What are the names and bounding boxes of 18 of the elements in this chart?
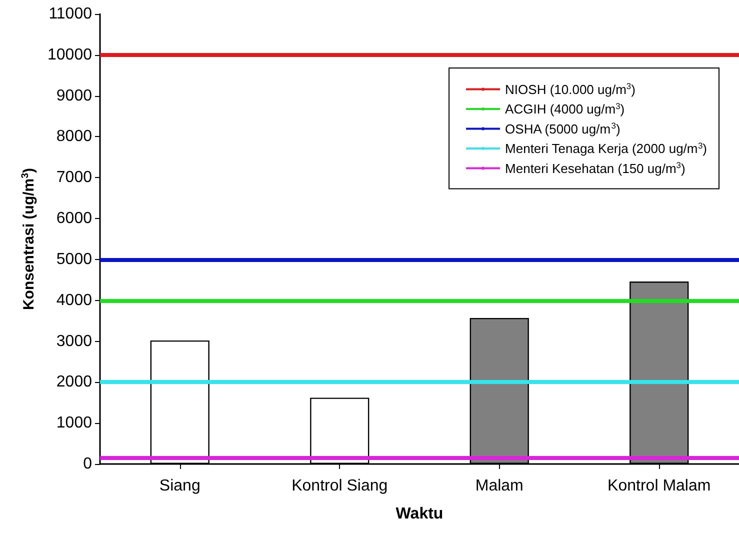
x-tick-label: Kontrol Siang <box>292 478 388 494</box>
y-tick-label: 8000 <box>56 128 92 146</box>
y-tick-label: 7000 <box>56 169 92 186</box>
y-axis-title: Konsentrasi (ug/m3) <box>20 168 38 310</box>
x-tick-label: Siang <box>159 478 200 494</box>
y-tick-label: 10000 <box>48 46 92 64</box>
y-tick-label: 6000 <box>56 210 92 228</box>
x-tick-label: Kontrol Malam <box>608 478 711 494</box>
y-tick-label: 11000 <box>48 6 92 22</box>
y-tick-label: 1000 <box>56 414 92 432</box>
y-tick-label: 2000 <box>56 374 92 391</box>
x-tick-label: Malam <box>475 478 524 494</box>
y-tick-label: 5000 <box>56 250 92 268</box>
y-tick-label: 0 <box>83 456 92 472</box>
y-tick-label: 4000 <box>56 292 92 309</box>
y-tick-label: 9000 <box>56 87 92 104</box>
y-tick-label: 3000 <box>56 332 92 350</box>
x-axis-title: Waktu <box>396 506 444 522</box>
